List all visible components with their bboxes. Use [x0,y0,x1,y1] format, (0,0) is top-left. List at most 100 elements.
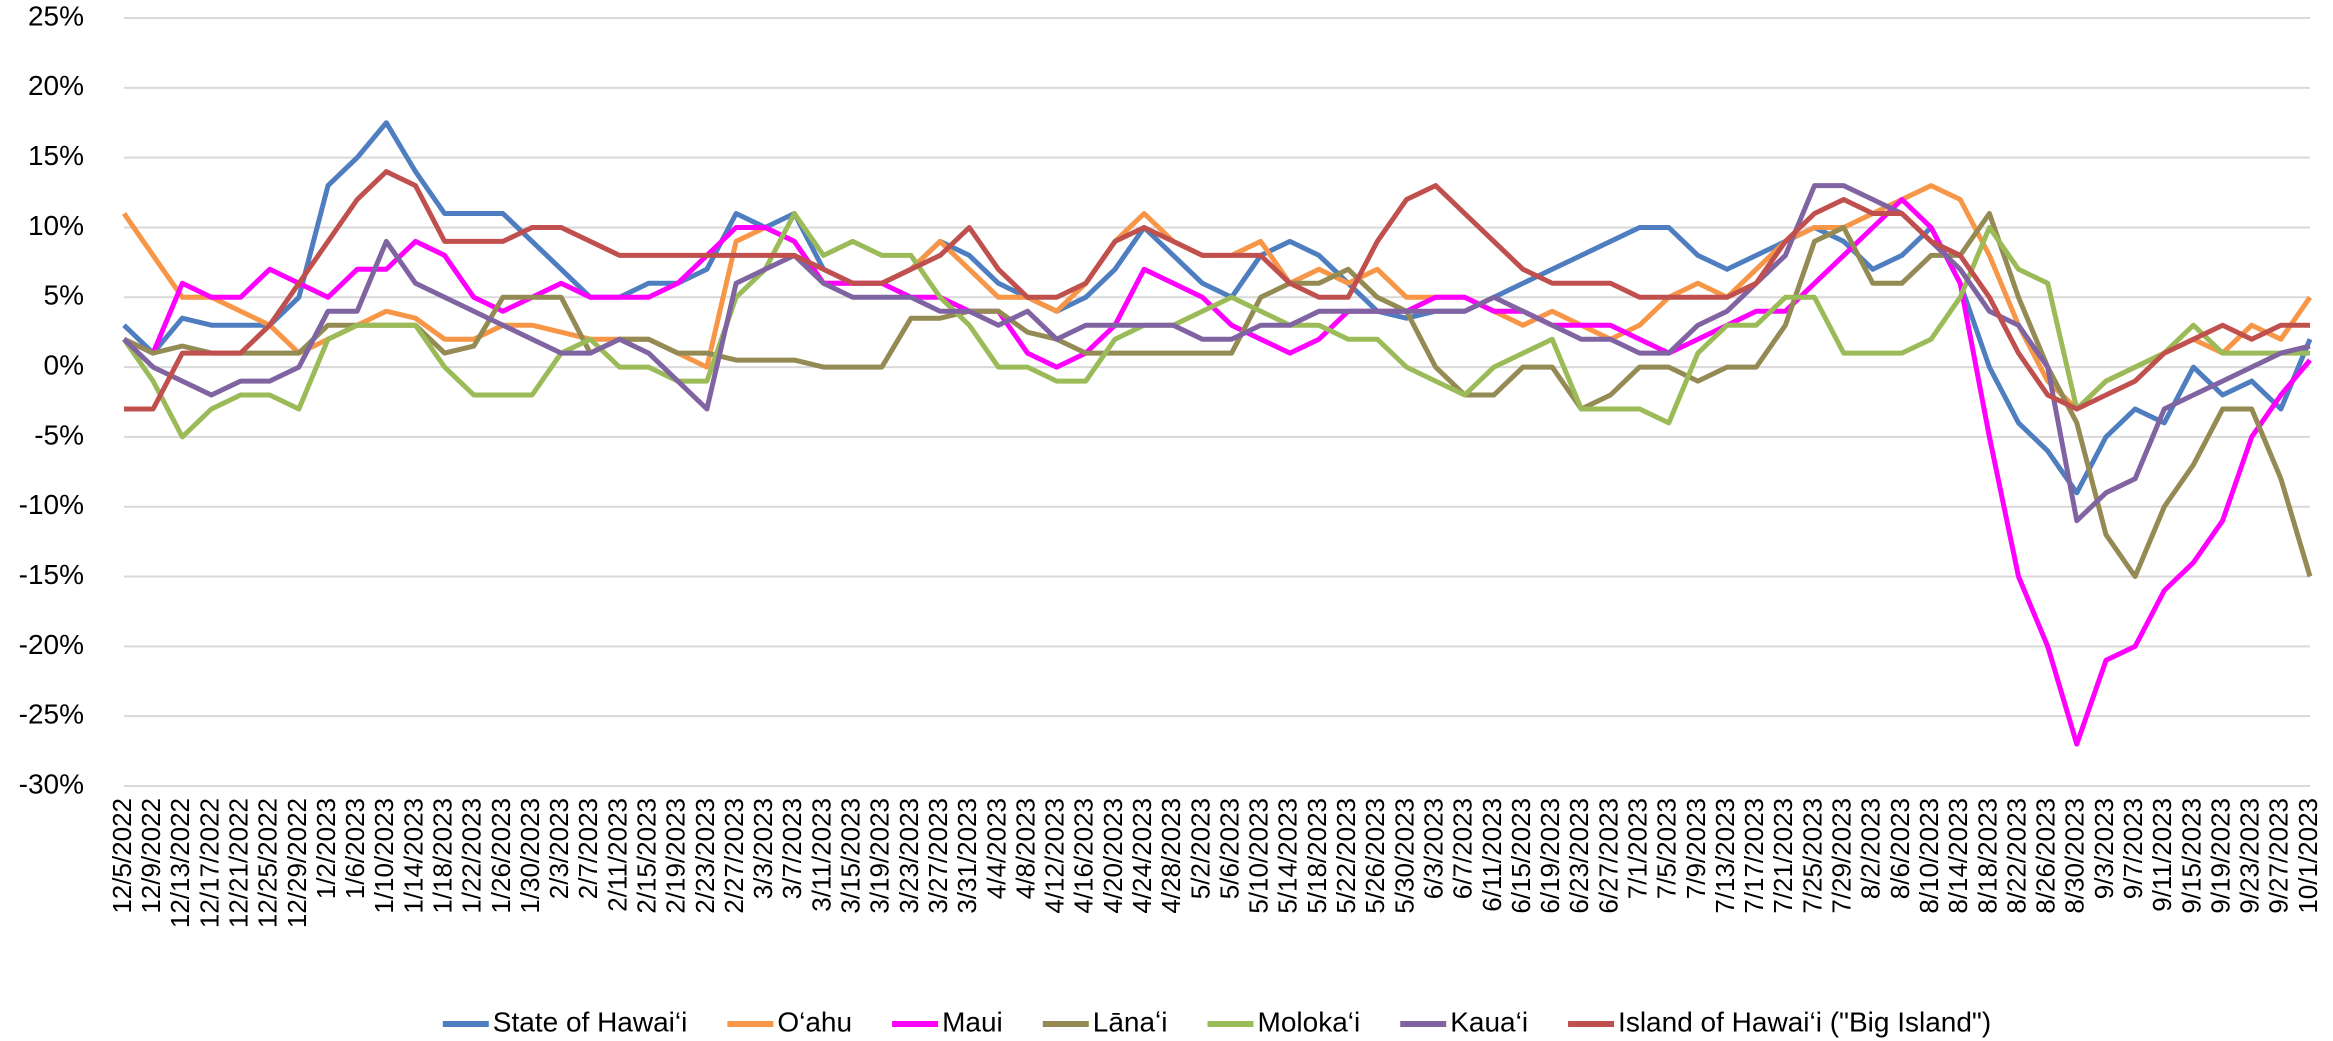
x-tick-label: 12/9/2022 [136,798,166,914]
x-tick-label: 5/26/2023 [1360,798,1390,914]
x-tick-label: 7/21/2023 [1768,798,1798,914]
y-tick-label: 25% [28,0,84,31]
x-tick-label: 5/22/2023 [1331,798,1361,914]
x-tick-label: 1/2/2023 [311,798,341,899]
x-tick-label: 5/2/2023 [1185,798,1215,899]
y-tick-label: 10% [28,210,84,241]
legend-label: O‘ahu [777,1006,852,1037]
legend-label: Island of Hawai‘i ("Big Island") [1618,1006,1991,1037]
x-tick-label: 7/13/2023 [1710,798,1740,914]
x-tick-label: 3/19/2023 [865,798,895,914]
series-line [124,169,2310,412]
x-tick-label: 5/6/2023 [1214,798,1244,899]
x-tick-label: 2/3/2023 [544,798,574,899]
legend-label: State of Hawai‘i [493,1006,688,1037]
x-tick-label: 1/6/2023 [340,798,370,899]
x-tick-label: 3/31/2023 [952,798,982,914]
x-tick-label: 9/3/2023 [2089,798,2119,899]
x-tick-label: 8/18/2023 [1972,798,2002,914]
x-tick-label: 2/7/2023 [573,798,603,899]
legend-label: Moloka‘i [1258,1006,1361,1037]
x-tick-label: 2/19/2023 [661,798,691,914]
series-line [122,197,2312,747]
x-tick-label: 5/18/2023 [1302,798,1332,914]
x-tick-label: 2/23/2023 [690,798,720,914]
x-tick-label: 8/26/2023 [2031,798,2061,914]
legend-label: Maui [942,1006,1003,1037]
y-tick-label: 0% [44,349,84,380]
x-tick-label: 6/23/2023 [1564,798,1594,914]
x-tick-label: 8/6/2023 [1885,798,1915,899]
x-tick-label: 4/24/2023 [1127,798,1157,914]
x-tick-label: 9/7/2023 [2118,798,2148,899]
y-tick-label: -20% [19,629,84,660]
x-tick-label: 8/14/2023 [1943,798,1973,914]
x-tick-label: 7/5/2023 [1652,798,1682,899]
series-line [121,211,2310,440]
x-tick-label: 7/25/2023 [1797,798,1827,914]
x-tick-label: 4/20/2023 [1098,798,1128,914]
x-tick-label: 6/15/2023 [1506,798,1536,914]
x-tick-label: 1/14/2023 [398,798,428,914]
x-tick-label: 12/29/2022 [282,798,312,928]
x-tick-label: 7/29/2023 [1827,798,1857,914]
series-line [122,183,2311,524]
x-tick-label: 3/7/2023 [777,798,807,899]
x-tick-label: 8/10/2023 [1914,798,1944,914]
x-tick-label: 7/17/2023 [1739,798,1769,914]
x-tick-label: 7/1/2023 [1623,798,1653,899]
x-tick-label: 1/10/2023 [369,798,399,914]
x-tick-label: 12/5/2022 [107,798,137,914]
x-tick-label: 3/15/2023 [836,798,866,914]
x-tick-label: 8/2/2023 [1856,798,1886,899]
x-tick-label: 5/10/2023 [1244,798,1274,914]
x-tick-label: 10/1/2023 [2293,798,2323,914]
y-tick-label: -30% [19,768,84,799]
y-tick-label: -10% [19,489,84,520]
x-tick-label: 5/30/2023 [1389,798,1419,914]
x-tick-label: 1/30/2023 [515,798,545,914]
x-tick-label: 2/15/2023 [632,798,662,914]
x-tick-label: 9/19/2023 [2205,798,2235,914]
x-tick-label: 2/27/2023 [719,798,749,914]
x-tick-label: 1/22/2023 [457,798,487,914]
x-tick-label: 4/16/2023 [1069,798,1099,914]
x-tick-label: 9/23/2023 [2235,798,2265,914]
x-tick-label: 12/13/2022 [165,798,195,928]
x-tick-label: 9/11/2023 [2147,798,2177,912]
x-tick-label: 9/27/2023 [2264,798,2294,914]
x-tick-label: 1/26/2023 [486,798,516,914]
x-tick-label: 6/11/2023 [1477,798,1507,912]
x-tick-label: 12/25/2022 [253,798,283,928]
x-tick-label: 4/4/2023 [981,798,1011,899]
x-tick-label: 12/17/2022 [194,798,224,928]
x-tick-label: 6/7/2023 [1448,798,1478,899]
x-tick-label: 6/27/2023 [1593,798,1623,914]
x-tick-label: 2/11/2023 [602,798,632,912]
x-tick-label: 6/3/2023 [1418,798,1448,899]
x-tick-label: 12/21/2022 [223,798,253,928]
x-tick-label: 8/30/2023 [2060,798,2090,914]
y-tick-label: 5% [44,280,84,311]
x-tick-label: 4/12/2023 [1040,798,1070,914]
x-tick-label: 3/3/2023 [748,798,778,899]
x-tick-label: 4/28/2023 [1156,798,1186,914]
x-tick-label: 6/19/2023 [1535,798,1565,914]
legend-label: Lānaʻi [1093,1006,1168,1037]
x-tick-label: 3/27/2023 [923,798,953,914]
legend-label: Kaua‘i [1450,1006,1528,1037]
y-tick-label: 20% [28,70,84,101]
y-tick-label: -5% [34,419,84,450]
x-tick-label: 1/18/2023 [427,798,457,914]
y-tick-label: 15% [28,140,84,171]
x-tick-label: 4/8/2023 [1010,798,1040,899]
x-tick-label: 8/22/2023 [2001,798,2031,914]
y-tick-label: -15% [19,559,84,590]
legend: State of Hawai‘i O‘ahu Maui Lānaʻi Moloka‘i K… [442,1006,1991,1037]
x-tick-label: 7/9/2023 [1681,798,1711,899]
x-tick-label: 5/14/2023 [1273,798,1303,914]
x-tick-label: 9/15/2023 [2176,798,2206,914]
x-tick-label: 3/23/2023 [894,798,924,914]
y-tick-label: -25% [19,699,84,730]
